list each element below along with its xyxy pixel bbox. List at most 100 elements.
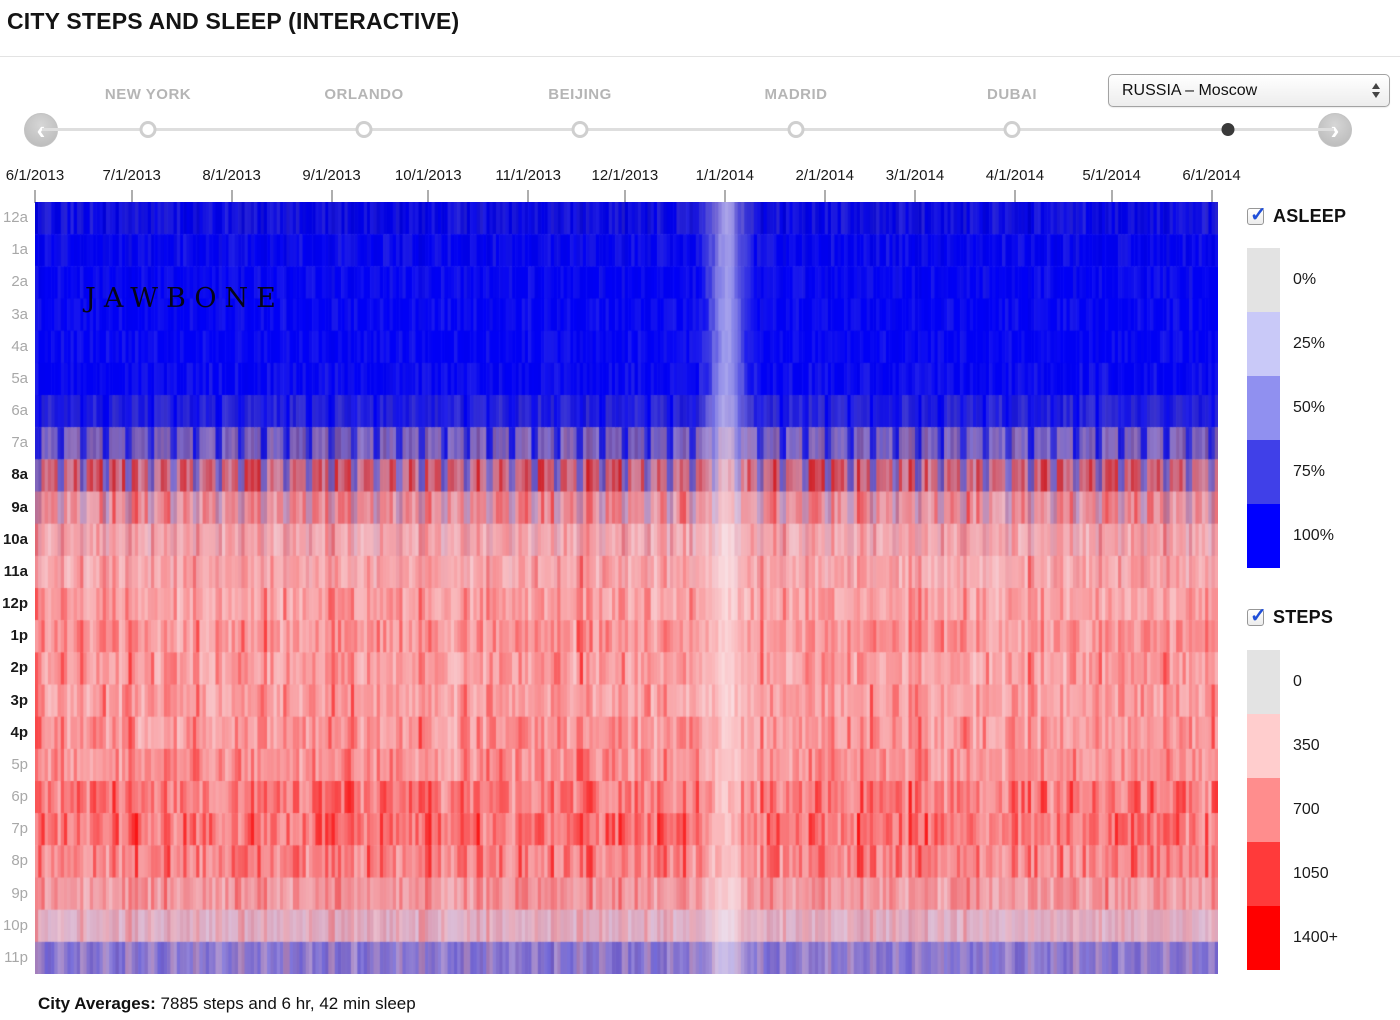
legend-label: 75%	[1293, 463, 1326, 480]
city-stop-dubai[interactable]	[1003, 121, 1021, 138]
city-stop-new-york[interactable]	[139, 121, 157, 138]
asleep-legend-header: ASLEEP	[1247, 202, 1347, 227]
city-averages-value: 7885 steps and 6 hr, 42 min sleep	[160, 994, 416, 1013]
x-axis-label: 12/1/2013	[591, 167, 659, 184]
x-axis-tick	[1013, 190, 1016, 203]
x-axis-label: 10/1/2013	[394, 167, 462, 184]
y-axis-label: 1a	[11, 241, 28, 259]
legend-entry: 25%	[1247, 312, 1400, 376]
x-axis-label: 6/1/2014	[1182, 167, 1241, 184]
legend-entry: 350	[1247, 714, 1400, 778]
legend-swatch	[1247, 778, 1280, 842]
asleep-legend-scale: 0% 25% 50% 75% 100%	[1247, 248, 1400, 568]
y-axis-label: 6p	[11, 788, 28, 805]
city-label-orlando[interactable]: ORLANDO	[324, 86, 404, 103]
x-axis-tick	[34, 190, 36, 203]
x-axis-tick	[623, 190, 626, 203]
y-axis-label: 5a	[11, 369, 28, 387]
x-axis-tick	[1110, 190, 1113, 203]
y-axis-label: 2a	[11, 273, 28, 291]
city-select-value: RUSSIA – Moscow	[1122, 82, 1258, 99]
y-axis-label: 6a	[11, 402, 28, 419]
y-axis-label: 7a	[11, 434, 28, 452]
heatmap-canvas[interactable]	[35, 202, 1218, 974]
x-axis-label: 5/1/2014	[1082, 167, 1141, 184]
legend-swatch	[1247, 842, 1280, 906]
next-city-button[interactable]	[1318, 113, 1352, 147]
legend-swatch	[1247, 248, 1280, 312]
legend-label: 350	[1293, 737, 1320, 754]
y-axis-label: 5p	[11, 755, 28, 773]
x-axis-tick	[1210, 190, 1213, 203]
city-stop-beijing[interactable]	[571, 121, 589, 138]
city-stop-madrid[interactable]	[787, 121, 805, 138]
y-axis-label: 9p	[11, 884, 28, 902]
x-axis-tick	[823, 190, 826, 203]
steps-legend-scale: 0 350 700 1050 1400+	[1247, 650, 1400, 970]
legend-entry: 0%	[1247, 248, 1400, 312]
legend-label: 1400+	[1293, 929, 1338, 946]
y-axis-label: 8p	[11, 852, 28, 870]
y-axis-label: 4p	[10, 723, 28, 741]
legend-label: 1050	[1293, 865, 1329, 882]
city-select-dropdown[interactable]: RUSSIA – Moscow	[1108, 74, 1390, 107]
x-axis-label: 8/1/2013	[202, 167, 261, 184]
x-axis-tick	[527, 190, 530, 203]
city-stop-orlando[interactable]	[355, 121, 373, 138]
x-axis-tick	[230, 190, 233, 203]
x-axis-tick	[913, 190, 916, 203]
legend-label: 100%	[1293, 527, 1334, 544]
legend-entry: 1400+	[1247, 906, 1400, 970]
steps-legend-header: STEPS	[1247, 603, 1333, 628]
y-axis: 12a 1a 2a 3a 4a 5a 6a 7a 8a 9a 10a 11a 12p 1p 2p 3p 4p 5p…	[0, 202, 31, 974]
city-stop-current-dot	[1221, 123, 1235, 136]
asleep-legend-title: ASLEEP	[1273, 206, 1347, 226]
legend-swatch	[1247, 440, 1280, 504]
y-axis-label: 1p	[10, 627, 28, 645]
asleep-checkbox-checked[interactable]	[1247, 202, 1267, 227]
x-axis-tick	[723, 190, 726, 203]
page-title: CITY STEPS AND SLEEP (INTERACTIVE)	[7, 8, 460, 34]
legend-swatch	[1247, 312, 1280, 376]
x-axis-label: 9/1/2013	[302, 167, 361, 184]
title-divider	[0, 56, 1400, 57]
x-axis: 6/1/2013 7/1/2013 8/1/2013 9/1/2013 10/1/201…	[0, 167, 1400, 205]
city-label-dubai[interactable]: DUBAI	[987, 86, 1037, 103]
select-stepper-arrows-icon	[1372, 83, 1380, 98]
y-axis-label: 4a	[11, 337, 28, 355]
legend-entry: 75%	[1247, 440, 1400, 504]
city-label-beijing[interactable]: BEIJING	[548, 86, 612, 103]
city-averages: City Averages: 7885 steps and 6 hr, 42 m…	[38, 994, 416, 1014]
y-axis-label: 10a	[2, 530, 28, 548]
y-axis-label: 3a	[11, 305, 28, 323]
legend-label: 50%	[1293, 399, 1326, 416]
legend-swatch	[1247, 504, 1280, 568]
legend-swatch	[1247, 650, 1280, 714]
city-label-madrid[interactable]: MADRID	[764, 86, 828, 103]
y-axis-label: 11a	[3, 562, 28, 580]
x-axis-label: 3/1/2014	[885, 167, 945, 184]
legend-entry: 1050	[1247, 842, 1400, 906]
legend-swatch	[1247, 714, 1280, 778]
x-axis-tick	[130, 190, 133, 203]
y-axis-label: 8a	[11, 466, 28, 484]
legend-swatch	[1247, 906, 1280, 970]
y-axis-label: 7p	[11, 820, 28, 838]
legend-entry: 100%	[1247, 504, 1400, 568]
y-axis-label: 9a	[11, 498, 28, 516]
legend-label: 0%	[1293, 271, 1317, 288]
x-axis-label: 4/1/2014	[985, 167, 1045, 184]
y-axis-label: 12p	[2, 595, 28, 612]
legend-entry: 700	[1247, 778, 1400, 842]
x-axis-label: 7/1/2013	[102, 167, 161, 184]
legend-entry: 50%	[1247, 376, 1400, 440]
legend-entry: 0	[1247, 650, 1400, 714]
city-label-new-york[interactable]: NEW YORK	[104, 86, 192, 103]
x-axis-label: 6/1/2013	[5, 167, 65, 184]
y-axis-label: 12a	[2, 209, 28, 226]
y-axis-label: 2p	[10, 659, 28, 677]
x-axis-label: 1/1/2014	[695, 167, 755, 184]
steps-checkbox-checked[interactable]	[1247, 603, 1267, 628]
y-axis-label: 3p	[10, 691, 28, 709]
